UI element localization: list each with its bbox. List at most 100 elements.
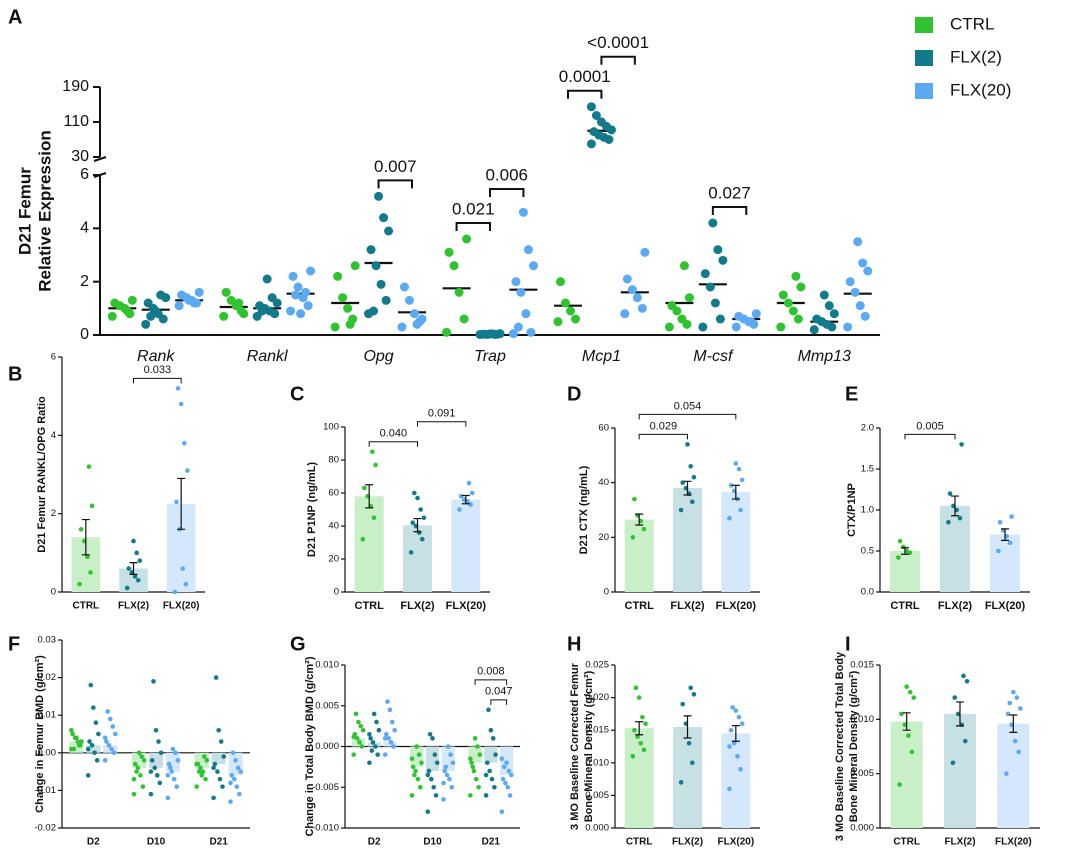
data-point (796, 282, 806, 292)
data-point (138, 773, 143, 778)
x-tick-label: Rankl (247, 348, 288, 365)
error-bar (413, 517, 422, 533)
data-point (444, 247, 454, 257)
data-point (384, 226, 394, 236)
error-bar (129, 562, 138, 575)
data-point (351, 752, 356, 757)
x-tick-label: M-csf (693, 348, 734, 365)
y-tick-label: 20 (598, 532, 609, 543)
data-point (688, 685, 693, 691)
data-point (511, 277, 521, 287)
data-point (713, 245, 723, 255)
data-point (357, 740, 362, 745)
panel-letter: C (290, 383, 304, 405)
data-point (374, 719, 379, 725)
data-point (468, 793, 473, 798)
data-point (198, 765, 203, 771)
data-point (70, 731, 75, 737)
y-axis-label: Bone Mineral Density (g/cm²) (583, 670, 595, 822)
data-point (343, 303, 353, 313)
data-point (959, 442, 964, 447)
data-point (850, 287, 860, 297)
x-tick-label: CTRL (893, 837, 920, 848)
data-point (505, 784, 511, 790)
data-point (1014, 695, 1020, 700)
data-point (168, 765, 173, 771)
data-point (686, 740, 692, 746)
data-point (964, 679, 970, 684)
y-tick-label: 0.0 (861, 587, 874, 598)
data-point (685, 442, 690, 447)
data-point (475, 744, 480, 749)
data-point (366, 245, 376, 255)
data-point (739, 477, 745, 483)
data-point (165, 773, 171, 778)
data-point (351, 734, 356, 740)
data-point (1012, 738, 1018, 744)
y-tick-label: 0.010 (585, 757, 609, 768)
data-point (845, 277, 855, 287)
data-point (715, 314, 725, 324)
y-axis-label: D21 Femur RANKL/OPG Ratio (36, 396, 48, 553)
axis-break (93, 172, 107, 178)
error-bar (902, 712, 911, 731)
y-tick-label: 2 (80, 273, 89, 290)
bracket (133, 377, 182, 384)
x-tick-label: FLX(20) (163, 601, 200, 612)
data-point (458, 494, 464, 499)
p-value: 0.005 (916, 420, 944, 432)
data-point (911, 695, 917, 700)
data-point (104, 739, 109, 744)
data-point (216, 727, 221, 733)
y-tick-label: 0.03 (38, 635, 57, 646)
data-point (473, 776, 479, 782)
data-point (899, 711, 904, 717)
data-point (480, 329, 490, 339)
data-point (483, 793, 489, 798)
data-point (513, 322, 523, 332)
data-point (457, 507, 462, 512)
data-point (962, 738, 968, 744)
data-point (221, 287, 231, 297)
p-value: 0.0001 (559, 67, 611, 86)
data-point (358, 723, 364, 729)
data-point (389, 719, 395, 725)
data-point (234, 298, 244, 308)
data-point (501, 764, 507, 770)
data-point (688, 463, 693, 469)
bracket (711, 206, 748, 215)
data-point (523, 245, 533, 255)
y-axis-label: 3 MO Baseline Corrected Femur (569, 662, 581, 830)
data-point (175, 758, 181, 763)
data-point (1009, 514, 1014, 519)
x-tick-label: FLX(20) (717, 837, 754, 848)
bar (86, 745, 101, 753)
data-point (680, 701, 686, 707)
bar (354, 496, 384, 592)
bracket (638, 413, 737, 420)
data-point (727, 515, 732, 521)
x-tick-label: D2 (368, 837, 381, 848)
data-point (586, 139, 596, 149)
data-point (175, 386, 181, 391)
bar (940, 505, 970, 592)
data-point (140, 784, 146, 789)
p-value: 0.029 (650, 420, 678, 432)
y-tick-label: 0.025 (585, 660, 609, 671)
data-point (427, 731, 433, 737)
data-point (111, 750, 117, 756)
data-point (415, 495, 420, 501)
data-point (419, 760, 424, 766)
error-bar (683, 480, 692, 496)
data-point (637, 303, 647, 313)
data-point (627, 285, 637, 295)
data-point (691, 474, 697, 480)
data-point (367, 760, 372, 766)
data-point (493, 752, 498, 757)
bracket (600, 55, 636, 65)
data-point (399, 282, 409, 292)
y-tick-label: 2 (51, 508, 56, 519)
x-tick-label: FLX(2) (672, 837, 703, 848)
data-point (233, 758, 238, 763)
data-point (492, 784, 497, 790)
